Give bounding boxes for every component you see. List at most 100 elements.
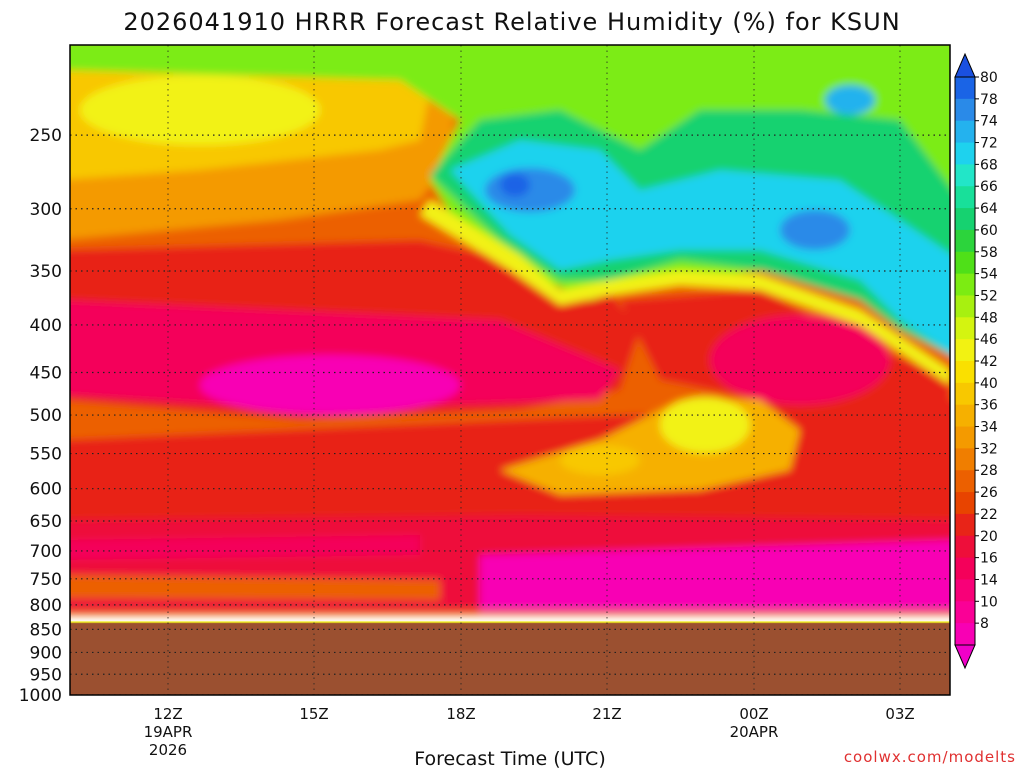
field-lower-band <box>70 535 420 560</box>
field-mid-yellow2 <box>560 445 640 475</box>
colorbar-swatch-36 <box>955 404 975 428</box>
plot-area <box>70 45 950 695</box>
colorbar-label-22: 22 <box>980 507 998 523</box>
colorbar-swatch-8 <box>955 623 975 646</box>
colorbar-label-64: 64 <box>980 201 998 217</box>
pressure-gridlines <box>70 134 950 695</box>
colorbar-swatch-58 <box>955 251 975 275</box>
colorbar-label-60: 60 <box>980 223 998 239</box>
ground-fill <box>70 622 950 695</box>
colorbar-swatch-78 <box>955 98 975 122</box>
colorbar-swatch-28 <box>955 470 975 493</box>
x-tick-label-15z: 15Z <box>299 705 328 723</box>
colorbar-label-74: 74 <box>980 114 998 130</box>
colorbar-label-78: 78 <box>980 92 998 108</box>
y-axis: 250 300 350 400 450 500 550 600 650 700 … <box>19 126 62 706</box>
y-tick-label-300: 300 <box>30 200 62 220</box>
colorbar-label-10: 10 <box>980 594 998 610</box>
colorbar-swatch-32 <box>955 448 975 471</box>
field-upper-bright <box>80 75 320 145</box>
colorbar-swatch-54 <box>955 273 975 296</box>
y-tick-label-700: 700 <box>30 542 62 562</box>
field-low-orange <box>70 575 440 600</box>
colorbar-label-66: 66 <box>980 179 998 195</box>
colorbar-label-32: 32 <box>980 441 998 457</box>
y-tick-label-950: 950 <box>30 665 62 685</box>
y-tick-label-750: 750 <box>30 570 62 590</box>
colorbar-swatch-48 <box>955 317 975 340</box>
field-mid-yellow <box>660 397 750 453</box>
y-tick-label-1000: 1000 <box>19 686 62 706</box>
colorbar-label-80: 80 <box>980 70 998 86</box>
colorbar-swatch-16 <box>955 557 975 580</box>
colorbar-label-58: 58 <box>980 245 998 261</box>
colorbar-label-14: 14 <box>980 572 998 588</box>
y-tick-label-650: 650 <box>30 512 62 532</box>
field-right-deep <box>710 315 890 405</box>
colorbar-swatch-10 <box>955 601 975 624</box>
field-mid-magenta <box>200 355 460 415</box>
colorbar-swatch-14 <box>955 579 975 602</box>
colorbar-swatch-66 <box>955 186 975 209</box>
colorbar-label-48: 48 <box>980 310 998 326</box>
colorbar-label-28: 28 <box>980 463 998 479</box>
colorbar-label-34: 34 <box>980 420 998 436</box>
y-tick-label-550: 550 <box>30 445 62 465</box>
colorbar-label-68: 68 <box>980 157 998 173</box>
colorbar-swatch-68 <box>955 164 975 187</box>
colorbar-swatch-52 <box>955 295 975 318</box>
colorbar-max-arrow <box>954 52 976 78</box>
x-axis-title: Forecast Time (UTC) <box>414 748 605 768</box>
colorbar-swatch-34 <box>955 426 975 449</box>
x-tick-label-21z: 21Z <box>592 705 621 723</box>
colorbar: 80 78 74 72 68 66 64 60 58 54 52 48 46 42 40 36 34 32 28 26… <box>954 52 998 670</box>
humidity-field <box>70 45 950 615</box>
colorbar-swatch-22 <box>955 513 975 537</box>
colorbar-label-46: 46 <box>980 332 998 348</box>
x-tick-label-12z: 12Z <box>153 705 182 723</box>
field-blue-core <box>500 173 530 197</box>
colorbar-swatch-46 <box>955 339 975 362</box>
colorbar-label-52: 52 <box>980 288 998 304</box>
colorbar-label-16: 16 <box>980 551 998 567</box>
chart-title: 2026041910 HRRR Forecast Relative Humidi… <box>123 8 900 36</box>
plot-frame <box>69 44 951 696</box>
colorbar-label-20: 20 <box>980 529 998 545</box>
colorbar-swatch-64 <box>955 208 975 231</box>
colorbar-label-26: 26 <box>980 485 998 501</box>
colorbar-label-36: 36 <box>980 398 998 414</box>
colorbar-label-8: 8 <box>980 616 989 632</box>
y-tick-label-850: 850 <box>30 620 62 640</box>
colorbar-label-42: 42 <box>980 354 998 370</box>
colorbar-swatch-60 <box>955 229 975 253</box>
x-tick-label-18z: 18Z <box>446 705 475 723</box>
field-blue-upper <box>485 168 575 212</box>
colorbar-boxes <box>954 76 976 646</box>
colorbar-swatch-20 <box>955 535 975 559</box>
y-tick-label-900: 900 <box>30 643 62 663</box>
field-lower-magenta <box>480 540 950 610</box>
x-tick-label-00z: 00Z <box>739 705 768 723</box>
colorbar-swatch-26 <box>955 492 975 515</box>
colorbar-labels: 80 78 74 72 68 66 64 60 58 54 52 48 46 42 40 36 34 32 28 26… <box>975 70 998 632</box>
y-tick-label-250: 250 <box>30 126 62 146</box>
y-tick-label-800: 800 <box>30 596 62 616</box>
colorbar-swatch-80 <box>955 77 975 100</box>
colorbar-swatch-42 <box>955 361 975 384</box>
colorbar-swatch-74 <box>955 120 975 144</box>
colorbar-swatch-72 <box>955 142 975 165</box>
field-cyan <box>450 140 950 354</box>
x-tick-sub-20apr: 20APR <box>730 723 779 741</box>
watermark: coolwx.com/modelts <box>844 748 1016 766</box>
colorbar-label-54: 54 <box>980 267 998 283</box>
y-tick-label-600: 600 <box>30 480 62 500</box>
field-blue-right <box>780 210 850 250</box>
y-tick-label-350: 350 <box>30 262 62 282</box>
y-tick-label-500: 500 <box>30 406 62 426</box>
x-tick-sub-2026: 2026 <box>149 741 187 759</box>
y-tick-label-400: 400 <box>30 316 62 336</box>
colorbar-label-72: 72 <box>980 136 998 152</box>
colorbar-label-40: 40 <box>980 376 998 392</box>
x-tick-sub-19apr: 19APR <box>144 723 193 741</box>
